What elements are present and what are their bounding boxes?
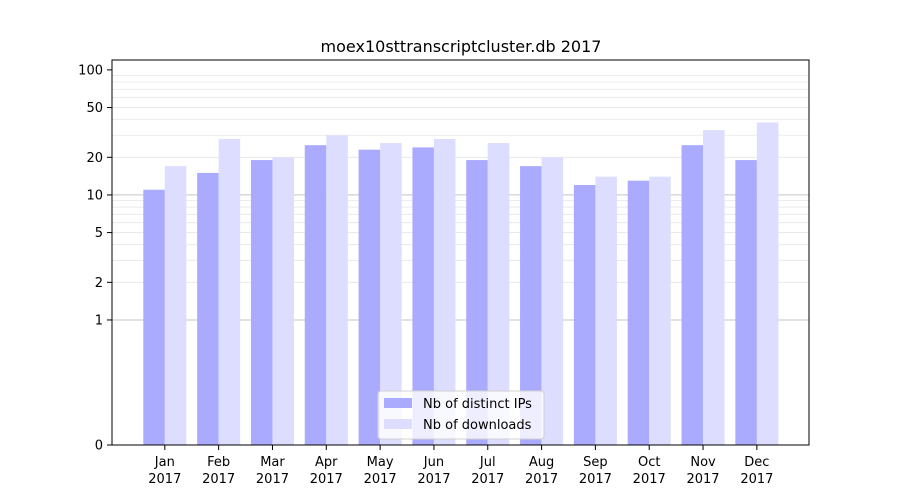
bars <box>143 122 779 446</box>
bar-distinct-ips <box>735 160 757 445</box>
bar-downloads <box>164 166 187 445</box>
bar-distinct-ips <box>466 160 488 445</box>
bar-downloads <box>595 176 617 445</box>
bar-downloads <box>433 139 456 445</box>
x-tick-label-month: Nov <box>690 455 716 470</box>
bar-downloads <box>218 139 241 445</box>
x-tick-label-month: Jan <box>154 455 175 470</box>
bar-downloads <box>703 130 725 445</box>
x-tick-label-year: 2017 <box>686 472 719 487</box>
bar-distinct-ips <box>627 180 650 445</box>
bar-distinct-ips <box>197 172 219 445</box>
bar-downloads <box>649 176 671 445</box>
x-tick-label-month: Dec <box>744 455 769 470</box>
x-tick-label-month: Sep <box>583 455 608 470</box>
bar-downloads <box>272 157 294 445</box>
x-tick-label-year: 2017 <box>202 472 235 487</box>
x-tick-label-year: 2017 <box>471 472 504 487</box>
legend: Nb of distinct IPs Nb of downloads <box>377 390 545 440</box>
y-tick-label: 5 <box>95 226 103 241</box>
x-tick-label-year: 2017 <box>579 472 612 487</box>
x-tick-label-year: 2017 <box>417 472 450 487</box>
legend-swatch <box>384 398 412 408</box>
x-axis: Jan 2017 Feb 2017 Mar 2017 Apr 2017 May 2017 Jun 20… <box>148 445 773 487</box>
bar-distinct-ips <box>412 147 434 446</box>
plot-frame <box>111 59 810 446</box>
x-tick-label-year: 2017 <box>633 472 666 487</box>
y-tick-label: 20 <box>86 151 103 166</box>
x-tick-label-month: Aug <box>529 455 554 470</box>
x-tick-label-month: Apr <box>315 455 338 470</box>
y-tick-label: 10 <box>86 188 103 203</box>
bar-distinct-ips <box>681 145 704 445</box>
chart-title: moex10sttranscriptcluster.db 2017 <box>321 37 602 56</box>
bar-downloads <box>756 122 779 445</box>
y-tick-label: 50 <box>86 101 103 116</box>
bar-downloads <box>541 157 564 445</box>
x-tick-label-month: Oct <box>638 455 660 470</box>
x-tick-label-year: 2017 <box>525 472 558 487</box>
bar-downloads <box>380 143 402 445</box>
x-tick-label-year: 2017 <box>310 472 343 487</box>
y-axis: 0 1 2 5 10 20 50 100 <box>78 63 112 454</box>
x-tick-label-year: 2017 <box>148 472 181 487</box>
bar-downloads <box>487 143 510 445</box>
bar-distinct-ips <box>520 166 542 445</box>
bar-distinct-ips <box>358 149 381 446</box>
x-tick-label-month: Jul <box>479 455 496 470</box>
legend-box <box>377 390 545 440</box>
x-tick-label-year: 2017 <box>740 472 773 487</box>
y-tick-label: 0 <box>95 439 103 454</box>
bar-downloads <box>326 135 348 445</box>
x-tick-label-month: Feb <box>207 455 230 470</box>
x-tick-label-month: May <box>367 455 394 470</box>
x-tick-label-year: 2017 <box>364 472 397 487</box>
bar-distinct-ips <box>304 145 327 445</box>
x-tick-label-year: 2017 <box>256 472 289 487</box>
y-tick-label: 2 <box>95 276 103 291</box>
x-tick-label-month: Mar <box>260 455 285 470</box>
x-tick-label-month: Jun <box>423 455 444 470</box>
y-tick-label: 1 <box>95 313 103 328</box>
bar-distinct-ips <box>573 185 596 445</box>
bar-distinct-ips <box>143 189 165 445</box>
legend-label: Nb of downloads <box>423 418 532 433</box>
bar-distinct-ips <box>250 160 273 445</box>
legend-swatch <box>384 419 412 429</box>
y-tick-label: 100 <box>78 63 103 78</box>
legend-label: Nb of distinct IPs <box>423 397 532 412</box>
